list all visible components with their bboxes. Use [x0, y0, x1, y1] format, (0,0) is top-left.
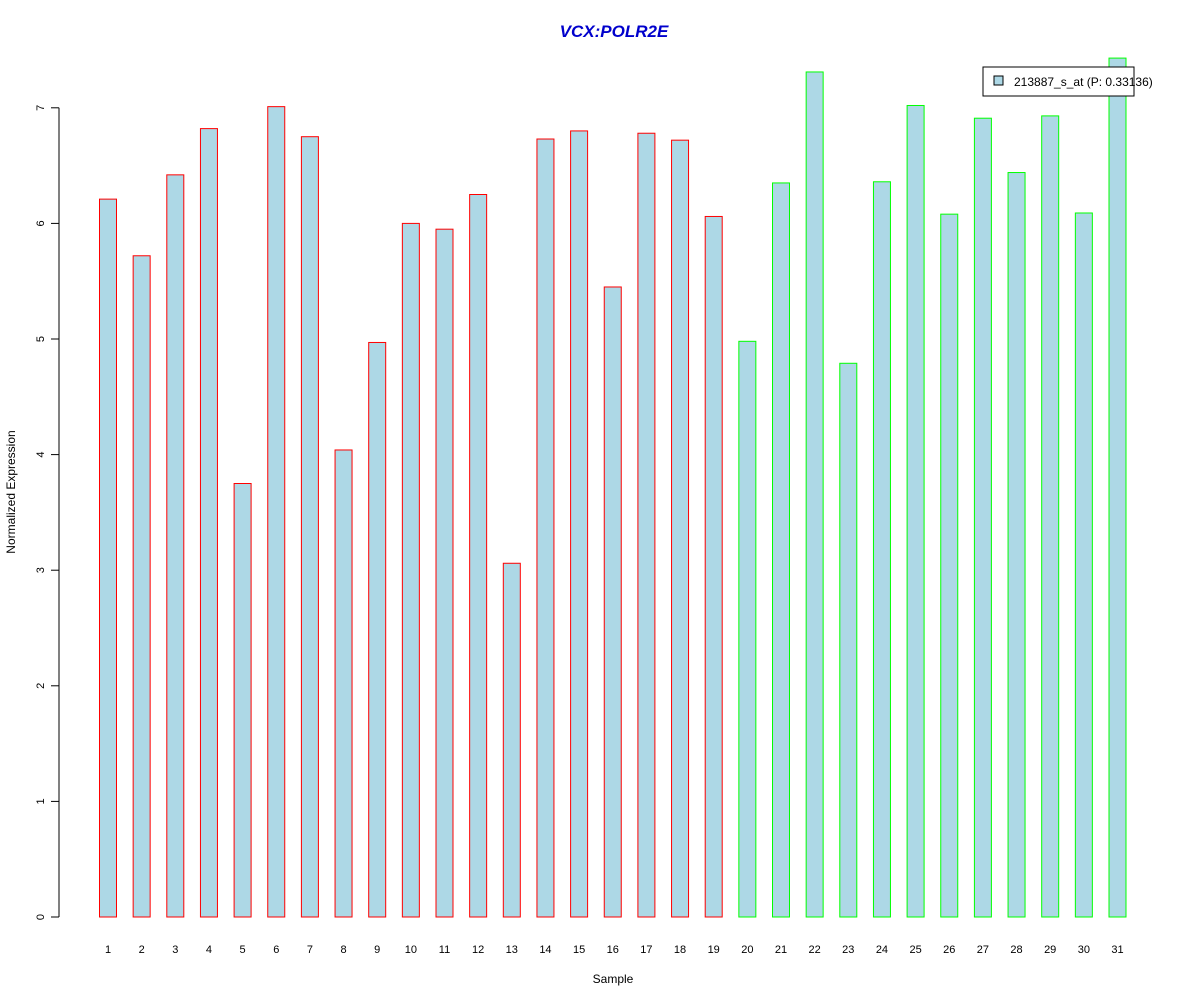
x-tick-label: 18 — [674, 944, 686, 956]
x-tick-label: 7 — [307, 944, 313, 956]
x-tick-label: 9 — [374, 944, 380, 956]
bar-sample-13 — [502, 562, 521, 918]
x-tick-label: 27 — [977, 944, 989, 956]
bar-sample-2 — [132, 255, 151, 918]
bar-sample-6 — [267, 106, 286, 918]
bar-sample-19 — [704, 215, 723, 918]
legend-box — [982, 66, 1135, 97]
x-tick-label: 13 — [506, 944, 518, 956]
bars — [99, 57, 1127, 918]
bar-sample-4 — [199, 128, 218, 918]
bar-sample-10 — [401, 222, 420, 918]
x-tick-label: 4 — [206, 944, 212, 956]
x-tick-label: 5 — [240, 944, 246, 956]
y-tick-label: 3 — [35, 567, 47, 573]
x-tick-labels: 1 2 3 4 5 6 7 8 9 10 11 12 13 14 15 16 17 18 19 20 21 22 23 24 2… — [105, 944, 1124, 956]
bar-sample-15 — [570, 130, 589, 918]
y-tick-label: 4 — [35, 452, 47, 458]
bar-sample-1 — [99, 198, 117, 918]
x-tick-label: 25 — [909, 944, 921, 956]
x-tick-label: 12 — [472, 944, 484, 956]
x-tick-label: 8 — [340, 944, 346, 956]
x-tick-label: 23 — [842, 944, 854, 956]
x-tick-label: 11 — [439, 944, 450, 956]
bar-sample-30 — [1074, 212, 1093, 918]
bar-sample-20 — [738, 340, 757, 918]
bar-sample-5 — [233, 483, 252, 918]
bar-sample-8 — [334, 449, 353, 918]
x-tick-label: 17 — [640, 944, 652, 956]
x-tick-label: 10 — [405, 944, 417, 956]
x-tick-label: 20 — [741, 944, 753, 956]
bar-sample-17 — [637, 132, 656, 918]
bar-sample-25 — [906, 104, 925, 918]
bar-sample-11 — [435, 228, 454, 918]
x-tick-label: 24 — [876, 944, 888, 956]
y-axis-label: Normalized Expression — [4, 430, 18, 553]
y-tick-label: 7 — [35, 105, 47, 111]
x-tick-label: 6 — [273, 944, 279, 956]
bar-sample-28 — [1007, 172, 1026, 918]
legend-swatch — [993, 75, 1004, 86]
bar-sample-29 — [1041, 115, 1060, 918]
bar-sample-21 — [772, 182, 790, 918]
bar-sample-23 — [839, 362, 858, 918]
x-tick-label: 19 — [708, 944, 720, 956]
x-tick-label: 30 — [1078, 944, 1090, 956]
bar-sample-12 — [469, 194, 488, 918]
bar-sample-16 — [603, 286, 622, 918]
bar-sample-18 — [671, 139, 690, 918]
x-tick-label: 1 — [105, 944, 111, 956]
bar-sample-31 — [1108, 57, 1127, 918]
bar-sample-7 — [300, 136, 319, 918]
x-tick-label: 26 — [943, 944, 955, 956]
bar-sample-14 — [536, 138, 555, 918]
chart-title: VCX:POLR2E — [560, 22, 669, 41]
bar-sample-26 — [940, 213, 959, 918]
x-tick-label: 3 — [172, 944, 178, 956]
x-tick-label: 14 — [539, 944, 551, 956]
bar-sample-9 — [368, 341, 387, 918]
x-axis-label: Sample — [593, 972, 634, 986]
x-tick-label: 2 — [139, 944, 145, 956]
x-tick-label: 29 — [1044, 944, 1056, 956]
x-tick-label: 21 — [775, 944, 787, 956]
x-tick-label: 15 — [573, 944, 585, 956]
legend: 213887_s_at (P: 0.33136) — [982, 66, 1153, 97]
bar-sample-27 — [973, 117, 992, 918]
legend-label: 213887_s_at (P: 0.33136) — [1014, 75, 1153, 89]
bar-sample-24 — [872, 181, 891, 918]
x-tick-label: 31 — [1111, 944, 1123, 956]
x-tick-label: 16 — [607, 944, 619, 956]
y-tick-label: 0 — [35, 914, 47, 920]
x-tick-label: 22 — [809, 944, 821, 956]
bar-sample-3 — [166, 174, 185, 918]
y-axis: 0 1 2 3 4 5 6 7 — [35, 105, 60, 920]
y-tick-label: 6 — [35, 220, 47, 226]
y-tick-label: 5 — [35, 336, 47, 342]
bar-sample-22 — [805, 71, 824, 918]
y-tick-label: 2 — [35, 683, 47, 689]
y-tick-label: 1 — [35, 798, 47, 804]
x-tick-label: 28 — [1010, 944, 1022, 956]
